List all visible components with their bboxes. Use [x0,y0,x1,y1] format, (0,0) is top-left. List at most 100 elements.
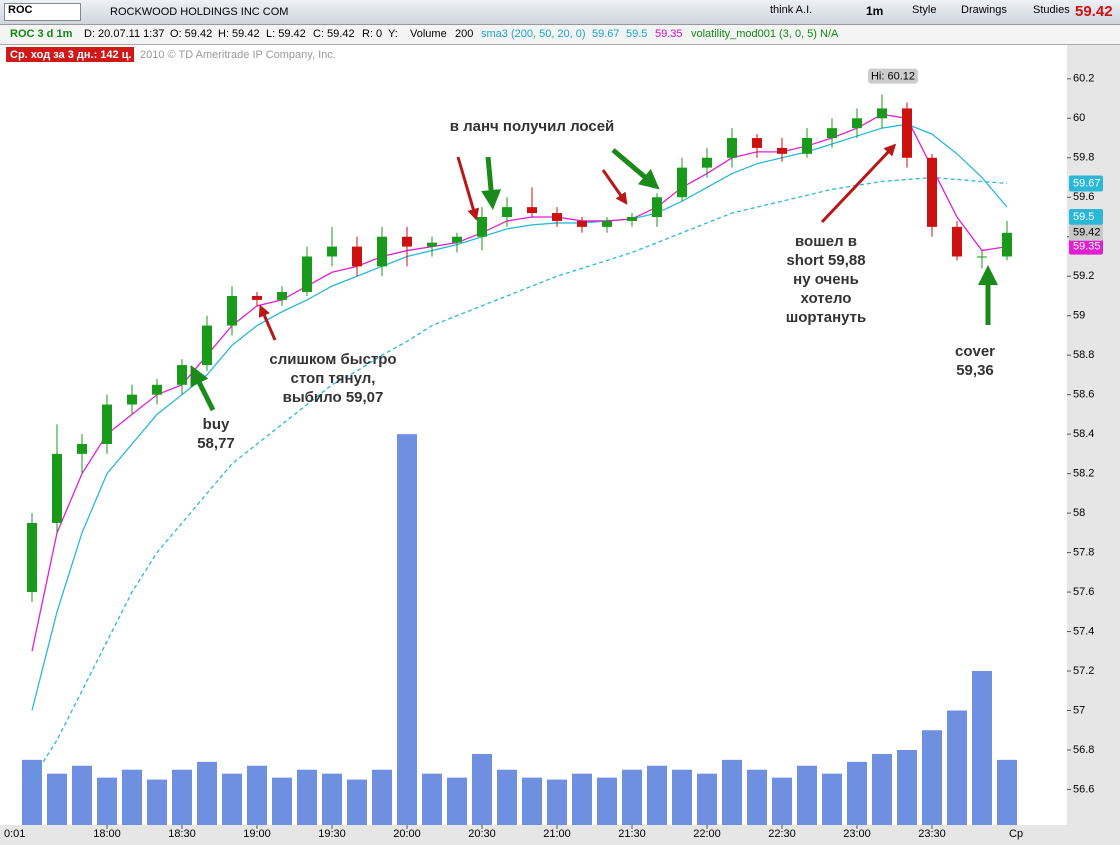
value-tag-label: 59.67 [1073,177,1101,189]
study-line [31,176,1008,780]
avg-range-box [6,47,134,62]
volume-bar [672,769,692,825]
arrows [190,143,998,412]
x-tick-label: 18:30 [168,828,196,840]
company-name: ROCKWOOD HOLDINGS INC COM [110,6,289,18]
volume-bar [597,777,617,825]
toolbar: ROC ROCKWOOD HOLDINGS INC COM think A.I.… [0,0,1120,25]
y-tick-label: 59 [1073,310,1085,322]
candle-body [902,108,912,158]
symbol-input[interactable]: ROC [4,3,81,21]
volume-bar [172,769,192,825]
arrow [258,304,277,341]
candle-body [52,453,62,523]
y-tick-label: 60.2 [1073,73,1094,85]
y-tick-label: 59.6 [1073,191,1094,203]
value-tag [1069,224,1103,241]
volume-bar [522,777,542,825]
candle-body [602,220,612,227]
y-tick-label: 57.8 [1073,546,1094,558]
y-tick-label: 57.6 [1073,586,1094,598]
last-price: 59.42 [1075,3,1113,20]
copyright: 2010 © TD Ameritrade IP Company, Inc. [140,49,336,61]
candle-body [802,138,812,154]
header-item: 200 [455,28,474,40]
volume-bar [147,779,167,825]
x-tick-label: 0:01 [4,828,25,840]
avg-range: Ср. ход за 3 дн.: 142 ц. [10,49,132,61]
annotation: ну очень [793,271,859,288]
x-tick-label: 21:30 [618,828,646,840]
volume-bar [747,769,767,825]
button[interactable]: 1m [866,4,884,18]
y-tick-label: 58 [1073,507,1085,519]
header-item: Y: [388,28,398,40]
y-tick-label: 59.8 [1073,152,1094,164]
value-tag-label: 59.5 [1073,211,1094,223]
button[interactable]: Studies [1033,4,1070,16]
x-tick-label: 19:00 [243,828,271,840]
button[interactable]: Style [912,4,937,16]
y-tick-label: 60 [1073,112,1085,124]
annotation: buy [203,416,230,433]
candle-body [577,220,587,227]
volume-bar [347,779,367,825]
candle-body [1002,232,1012,257]
volume-bar [972,671,992,825]
header-item: H: 59.42 [218,28,260,40]
candle-body [277,292,287,300]
volume-bar [422,773,442,825]
header-item: O: 59.42 [170,28,213,40]
button[interactable]: Drawings [961,4,1007,16]
candle-body [377,236,387,267]
value-tag-label: 59.42 [1073,227,1101,239]
volume-bar [472,753,492,825]
candle-body [652,197,662,217]
arrow [190,365,216,412]
x-tick-label: 23:00 [843,828,871,840]
arrow [611,148,660,190]
y-tick-label: 58.8 [1073,349,1094,361]
volume-bar [122,769,142,825]
plot-area [0,45,1067,825]
value-tag [1069,175,1103,192]
x-tick-label: Ср [1009,828,1023,840]
study-value: 59.5 [626,28,648,40]
volume-bar [297,769,317,825]
price-axis [1067,45,1120,845]
volume-bar [622,769,642,825]
x-tick-label: 22:00 [693,828,721,840]
value-tag [1069,238,1103,255]
volume-bar [72,765,92,825]
chart: Ср. ход за 3 дн.: 142 ц. 2010 © TD Ameri… [0,45,1120,845]
candle-body [102,404,112,445]
time-axis [0,825,1067,845]
hi-label: Hi: 60.12 [871,71,915,83]
y-tick-label: 59.2 [1073,270,1094,282]
x-tick-label: 19:30 [318,828,346,840]
annotation: 59,36 [956,362,994,379]
volume-bar [547,779,567,825]
study-name: sma3 (200, 50, 20, 0) [481,28,586,40]
header-item: R: 0 [362,28,383,40]
candle-body [327,246,337,257]
candle-body [552,213,562,221]
volume-bar [497,769,517,825]
button[interactable]: think A.I. [770,4,813,16]
header-item: ROC 3 d 1m [10,28,73,40]
candle-body [27,522,37,593]
arrow [481,156,502,210]
candle-body [477,217,487,237]
header-item: L: 59.42 [266,28,306,40]
candle-body [252,295,262,300]
volume-bar [22,759,42,825]
volume-bar [372,769,392,825]
header-row: ROC 3 d 1m D: 20.07.11 1:37 O: 59.42 H: … [0,25,1120,45]
volume-bar [772,777,792,825]
x-tick-label: 22:30 [768,828,796,840]
volume-bar [322,773,342,825]
volume-bar [272,777,292,825]
annotation: вошел в [795,233,857,250]
volume-bar [647,765,667,825]
